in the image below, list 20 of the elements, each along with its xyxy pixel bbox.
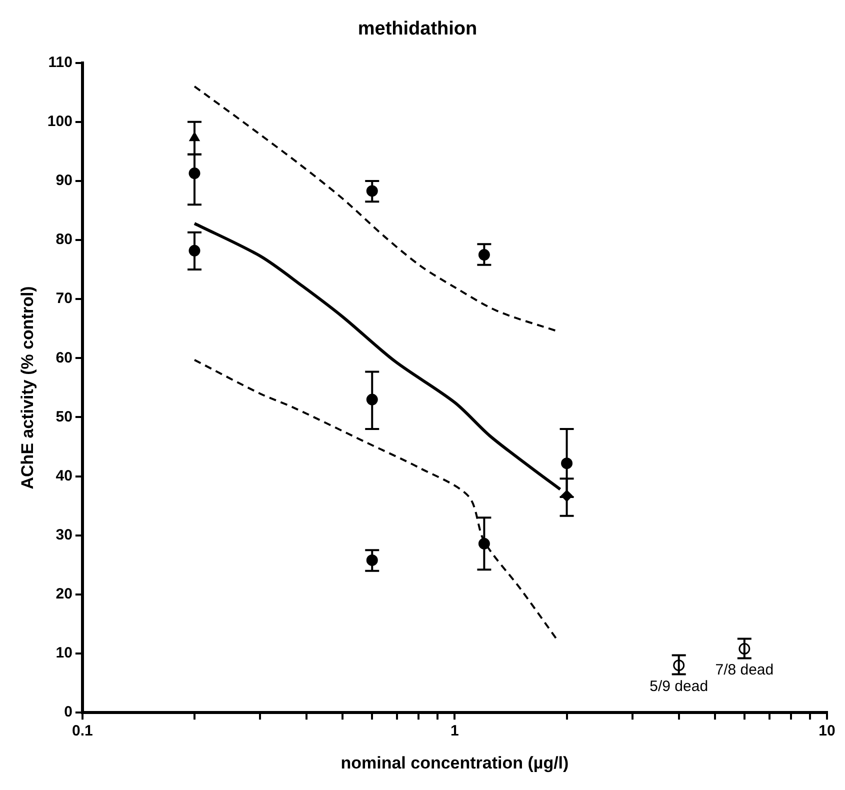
x-tick-label: 0.1	[72, 722, 93, 740]
y-tick-label: 70	[56, 290, 72, 308]
y-tick-label: 110	[48, 54, 72, 71]
y-tick-label: 10	[56, 644, 72, 662]
annotation: 7/8 dead	[715, 661, 774, 678]
x-tick-label: 1	[450, 722, 459, 740]
y-tick-label: 50	[56, 408, 72, 426]
y-tick-label: 60	[56, 349, 72, 366]
y-tick-label: 20	[56, 586, 72, 603]
x-tick-label: 10	[818, 722, 836, 740]
y-tick-label: 100	[47, 113, 72, 130]
y-tick-label: 40	[56, 467, 72, 484]
y-tick-label: 30	[56, 526, 72, 544]
annotation: 5/9 dead	[650, 678, 708, 695]
y-tick-label: 0	[64, 704, 72, 721]
x-axis-title: nominal concentration (µg/l)	[340, 753, 569, 772]
y-tick-label: 80	[56, 231, 72, 248]
chart-title: methidathion	[358, 18, 478, 40]
y-tick-label: 90	[56, 172, 72, 190]
y-axis-title: AChE activity (% control)	[18, 286, 37, 490]
